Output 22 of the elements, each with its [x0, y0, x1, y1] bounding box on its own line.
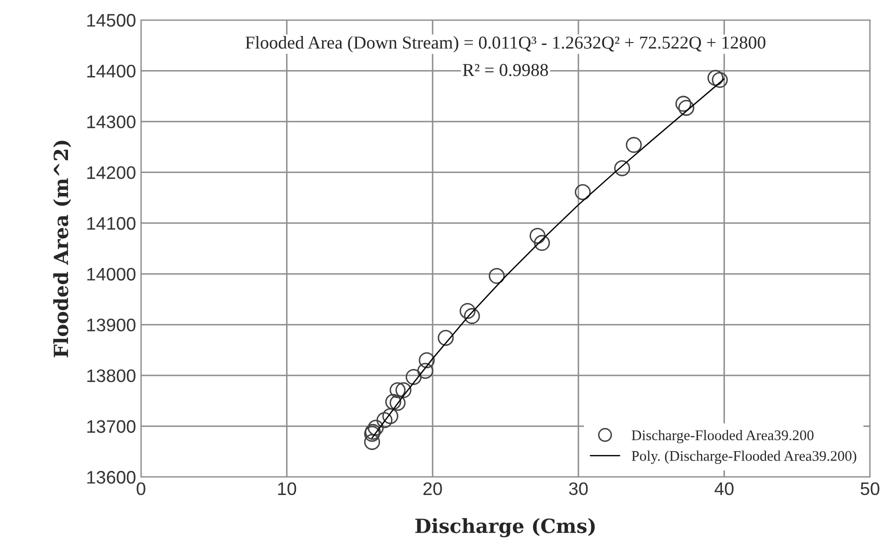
- legend-label: Discharge-Flooded Area39.200: [632, 430, 814, 444]
- y-tick-label: 14100: [87, 217, 136, 230]
- x-tick-label: 50: [860, 482, 880, 496]
- y-axis-title: Flooded Area (m^2): [53, 140, 72, 358]
- y-tick-label: 13900: [87, 318, 136, 332]
- annotation: R² = 0.9988: [462, 64, 548, 76]
- y-tick-label: 13700: [87, 420, 136, 433]
- legend-label: Poly. (Discharge-Flooded Area39.200): [632, 450, 856, 464]
- x-tick-label: 0: [136, 482, 146, 496]
- y-tick-label: 14500: [87, 14, 136, 27]
- y-tick-label: 14400: [87, 64, 136, 78]
- annotation: Flooded Area (Down Stream) = 0.011Q³ - 1.2632Q² + 72.522Q + 12800: [245, 36, 766, 52]
- x-tick-label: 20: [423, 482, 442, 496]
- y-tick-label: 14000: [87, 268, 136, 281]
- y-tick-label: 14300: [87, 115, 136, 128]
- x-tick-label: 10: [278, 482, 296, 496]
- x-axis-title: Discharge (Cms): [415, 518, 595, 538]
- y-tick-label: 13600: [87, 470, 136, 484]
- y-tick-label: 14200: [87, 166, 136, 180]
- x-tick-label: 30: [569, 482, 588, 496]
- x-tick-label: 40: [714, 482, 734, 496]
- y-tick-label: 13800: [87, 369, 136, 382]
